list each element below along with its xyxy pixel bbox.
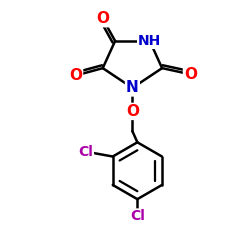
Text: O: O (69, 68, 82, 83)
Text: O: O (126, 104, 139, 119)
Text: O: O (96, 11, 109, 26)
Text: Cl: Cl (130, 210, 145, 224)
Text: O: O (184, 67, 197, 82)
Text: N: N (126, 80, 139, 96)
Text: NH: NH (138, 34, 161, 48)
Text: Cl: Cl (78, 144, 93, 158)
